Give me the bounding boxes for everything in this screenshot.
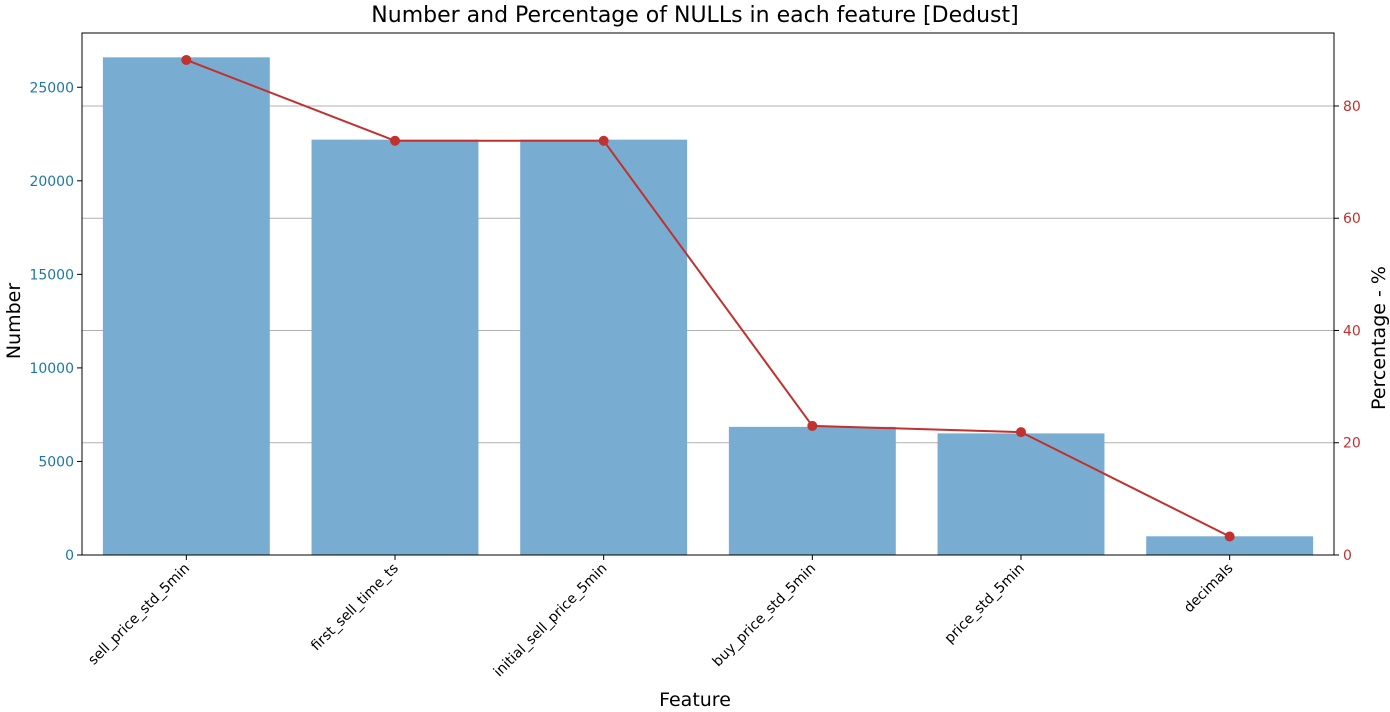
percentage-polyline [185, 59, 1231, 538]
chart-title: Number and Percentage of NULLs in each f… [371, 3, 1018, 28]
point-initial_sell_price_5min [598, 135, 609, 146]
bars [102, 57, 1314, 556]
point-sell_price_std_5min [181, 54, 192, 65]
point-price_std_5min [1016, 427, 1026, 438]
point-first_sell_time_ts [390, 135, 400, 146]
point-buy_price_std_5min [807, 420, 818, 431]
right-tick-label: 40 [1343, 323, 1361, 339]
y2-axis-label: Percentage - % [1368, 266, 1390, 410]
right-tick-label: 60 [1343, 211, 1361, 227]
x-axis-label: Feature [659, 689, 731, 711]
left-tick-label: 10000 [29, 361, 74, 377]
bar-first_sell_time_ts [311, 139, 479, 556]
plot-border [81, 32, 1335, 556]
right-axis-ticks: 0 20 40 60 80 [1334, 99, 1361, 564]
y-axis-label: Number [3, 283, 25, 360]
percentage-line [181, 54, 1235, 542]
right-tick-label: 0 [1343, 548, 1352, 564]
left-tick-label: 25000 [29, 80, 74, 96]
bar-decimals [1146, 536, 1314, 555]
right-tick-label: 80 [1343, 99, 1361, 115]
left-tick-label: 5000 [38, 454, 74, 470]
bar-initial_sell_price_5min [520, 139, 688, 556]
left-tick-label: 15000 [29, 267, 74, 283]
left-tick-label: 20000 [29, 174, 74, 190]
left-axis-ticks: 0 5000 10000 15000 20000 25000 [29, 80, 82, 564]
bar-price_std_5min [937, 433, 1105, 555]
left-tick-label: 0 [65, 548, 74, 564]
point-decimals [1224, 531, 1235, 542]
bar-buy_price_std_5min [728, 426, 896, 555]
plot-frame [81, 32, 1335, 556]
right-tick-label: 20 [1343, 436, 1361, 452]
bar-sell_price_std_5min [102, 57, 270, 556]
